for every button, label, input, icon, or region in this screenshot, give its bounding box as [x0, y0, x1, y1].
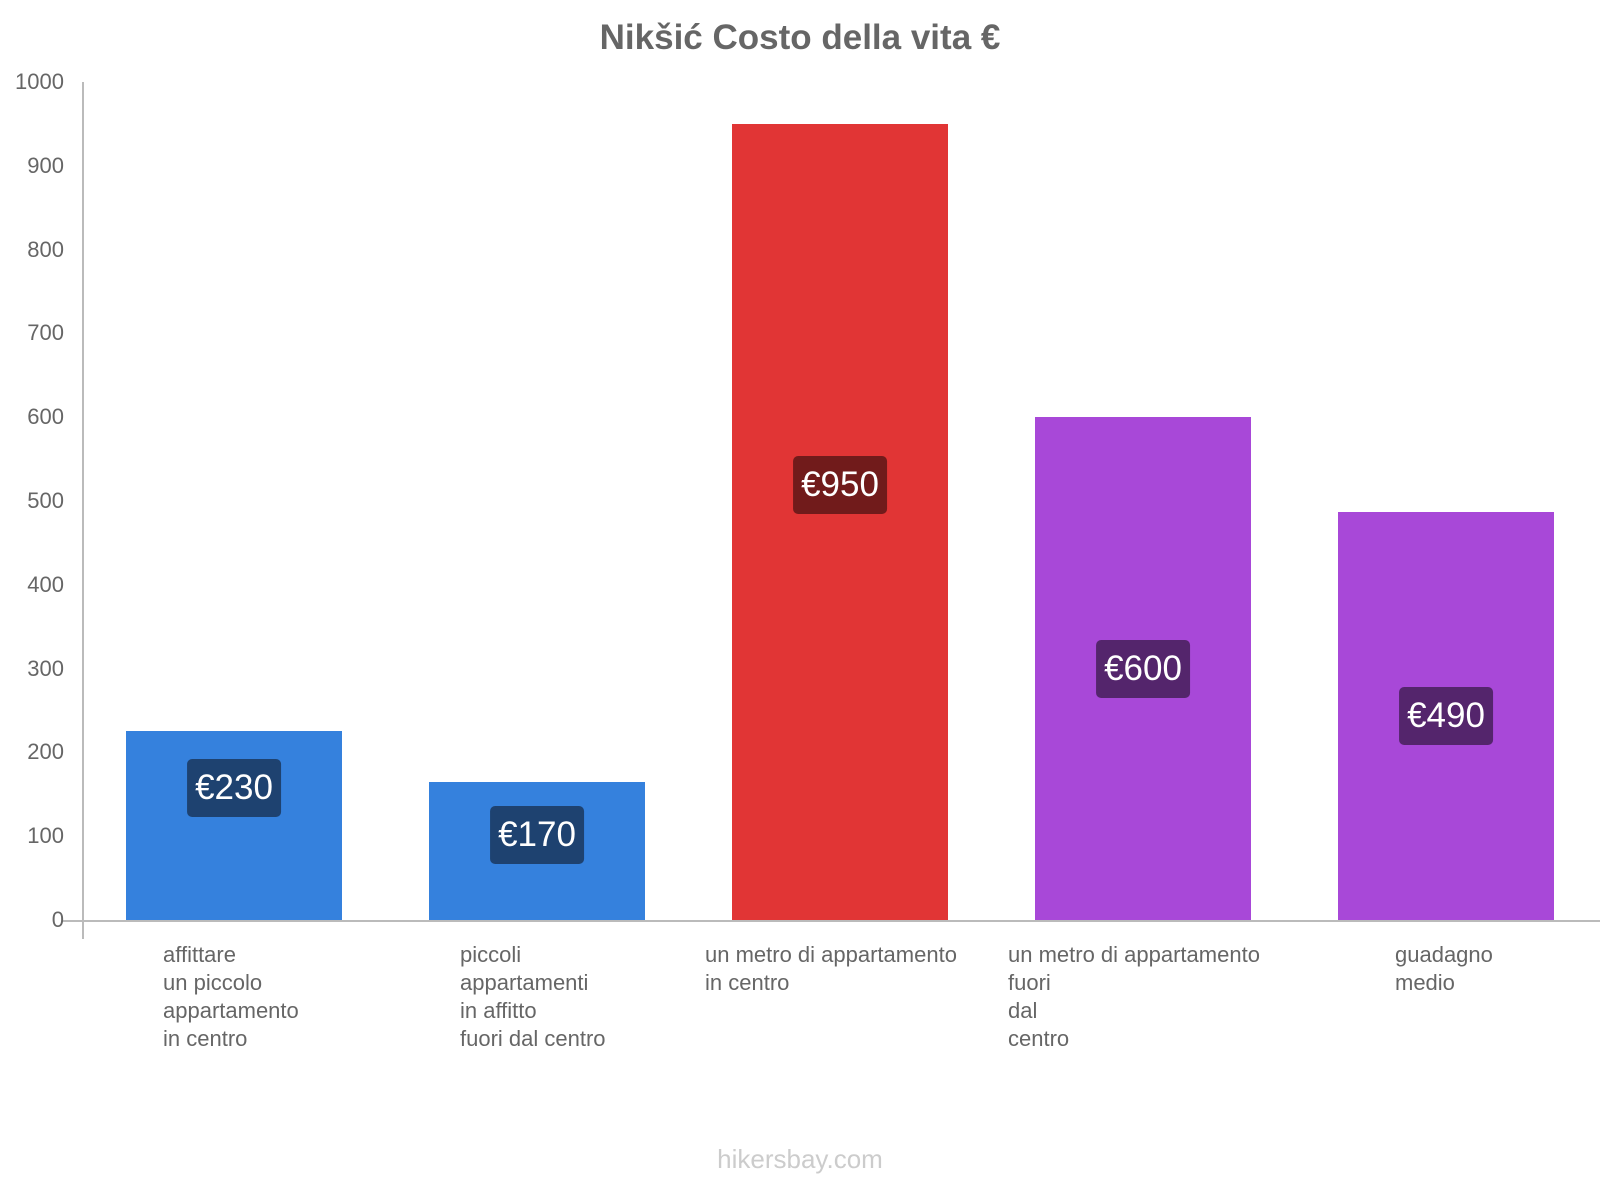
x-category-label: un metro di appartamento in centro [705, 942, 957, 995]
y-tick-label: 100 [27, 823, 64, 849]
y-tick-label: 1000 [15, 69, 64, 94]
y-tick-label: 200 [27, 739, 64, 765]
y-axis [82, 82, 84, 939]
x-category-label: affittare un piccolo appartamento in cen… [163, 942, 299, 1051]
x-category-label: piccoli appartamenti in affitto fuori da… [460, 942, 606, 1051]
y-tick-label: 0 [51, 907, 64, 932]
y-tick-label: 500 [27, 488, 64, 513]
x-category-label: un metro di appartamento fuori dal centr… [1008, 942, 1260, 1051]
bar[interactable] [732, 123, 948, 920]
bar-value-label: €170 [490, 805, 584, 864]
bar-value-label: €230 [187, 759, 281, 818]
bar-value-label: €490 [1399, 686, 1493, 745]
bar-value-label: €600 [1096, 639, 1190, 698]
y-tick-label: 400 [27, 571, 64, 597]
y-tick-label: 800 [27, 236, 64, 262]
y-tick-label: 300 [27, 655, 64, 681]
x-axis [62, 920, 1600, 922]
y-tick-label: 900 [27, 152, 64, 178]
y-tick-label: 700 [27, 320, 64, 346]
chart-title: Nikšić Costo della vita € [599, 18, 1001, 57]
bar-value-label: €950 [793, 456, 887, 514]
x-category-label: guadagno medio [1395, 942, 1493, 995]
watermark: hikersbay.com [717, 1144, 883, 1174]
y-tick-label: 600 [27, 404, 64, 430]
